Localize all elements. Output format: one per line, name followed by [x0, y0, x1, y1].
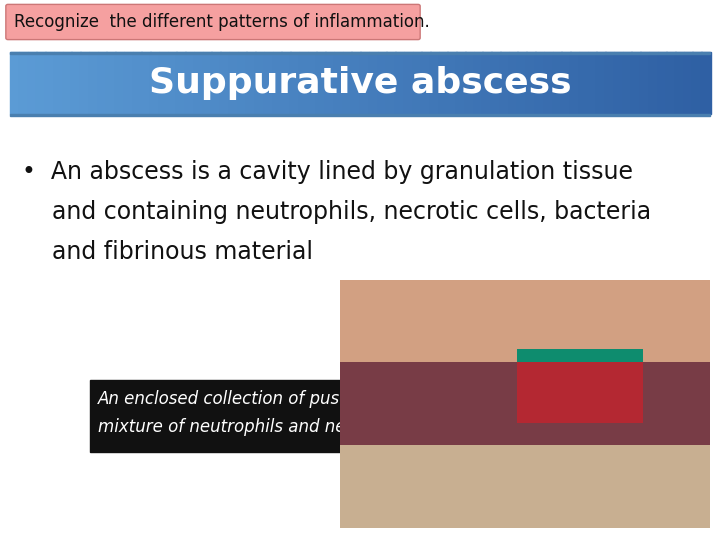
Text: An enclosed collection of pus consists of a: An enclosed collection of pus consists o…	[98, 390, 449, 408]
Bar	[448, 52, 457, 114]
Bar	[666, 52, 676, 114]
Bar	[605, 52, 614, 114]
Bar	[684, 52, 693, 114]
Bar	[334, 52, 343, 114]
Bar	[150, 52, 159, 114]
Bar	[518, 52, 527, 114]
FancyBboxPatch shape	[6, 4, 420, 39]
Text: and fibrinous material: and fibrinous material	[22, 240, 313, 264]
Bar	[307, 52, 317, 114]
Text: mixture of neutrophils and necrotic debris: mixture of neutrophils and necrotic debr…	[98, 418, 449, 436]
Bar	[570, 52, 580, 114]
Bar	[579, 52, 588, 114]
Bar	[404, 52, 413, 114]
Text: and containing neutrophils, necrotic cells, bacteria: and containing neutrophils, necrotic cel…	[22, 200, 651, 224]
Bar	[264, 52, 273, 114]
Bar	[45, 52, 55, 114]
Bar	[63, 52, 72, 114]
Bar	[430, 52, 439, 114]
Bar	[657, 52, 667, 114]
Bar	[168, 52, 177, 114]
Bar	[299, 52, 308, 114]
Bar	[544, 52, 553, 114]
Text: Recognize  the different patterns of inflammation.: Recognize the different patterns of infl…	[14, 13, 430, 31]
Bar	[552, 52, 562, 114]
Bar	[588, 52, 597, 114]
Bar	[465, 52, 474, 114]
Bar	[10, 114, 710, 116]
Bar	[272, 52, 282, 114]
Bar	[255, 52, 264, 114]
Bar	[474, 52, 483, 114]
Bar	[89, 52, 98, 114]
Bar	[421, 52, 431, 114]
Bar	[115, 52, 125, 114]
Bar	[132, 52, 142, 114]
Bar	[290, 52, 300, 114]
Bar	[325, 52, 335, 114]
Bar	[360, 52, 369, 114]
Bar	[176, 52, 186, 114]
Bar	[631, 52, 641, 114]
Bar	[107, 52, 116, 114]
Bar	[649, 52, 658, 114]
Bar	[185, 52, 194, 114]
Bar	[71, 52, 81, 114]
Bar	[369, 52, 378, 114]
Bar	[202, 52, 212, 114]
Bar	[10, 52, 19, 114]
Bar	[535, 52, 544, 114]
Bar	[19, 52, 28, 114]
Bar	[158, 52, 168, 114]
Bar	[229, 52, 238, 114]
Bar	[246, 52, 256, 114]
Bar	[141, 52, 150, 114]
Bar	[701, 52, 711, 114]
Bar	[395, 52, 405, 114]
Bar	[97, 52, 107, 114]
Bar	[693, 52, 702, 114]
Bar	[238, 52, 247, 114]
Bar	[500, 52, 510, 114]
Bar	[438, 52, 449, 114]
Text: Suppurative abscess: Suppurative abscess	[149, 66, 571, 100]
Bar	[386, 52, 396, 114]
Bar	[90, 380, 390, 452]
Polygon shape	[390, 386, 460, 446]
Bar	[509, 52, 518, 114]
Bar	[343, 52, 352, 114]
Bar	[413, 52, 422, 114]
Bar	[526, 52, 536, 114]
Text: •  An abscess is a cavity lined by granulation tissue: • An abscess is a cavity lined by granul…	[22, 160, 633, 184]
Bar	[596, 52, 606, 114]
Bar	[194, 52, 203, 114]
Bar	[613, 52, 624, 114]
Bar	[482, 52, 492, 114]
Bar	[10, 52, 710, 54]
Bar	[124, 52, 133, 114]
Bar	[456, 52, 466, 114]
Bar	[54, 52, 63, 114]
Bar	[282, 52, 291, 114]
Bar	[491, 52, 500, 114]
Bar	[377, 52, 387, 114]
Bar	[211, 52, 221, 114]
Bar	[36, 52, 46, 114]
Bar	[562, 52, 571, 114]
Bar	[80, 52, 89, 114]
Bar	[640, 52, 649, 114]
Bar	[623, 52, 632, 114]
Bar	[351, 52, 361, 114]
Bar	[316, 52, 325, 114]
Bar	[27, 52, 37, 114]
Bar	[675, 52, 685, 114]
Bar	[220, 52, 230, 114]
